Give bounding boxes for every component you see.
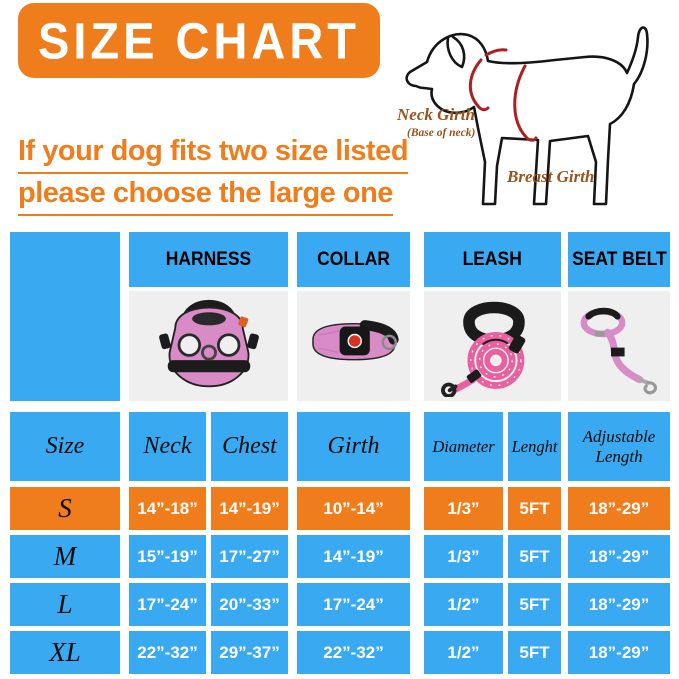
page-title: SIZE CHART: [38, 11, 360, 70]
corner-cell: [10, 232, 120, 401]
neck-cell: 15”-19”: [129, 535, 206, 578]
harness-photo: [129, 291, 288, 401]
dog-measurement-diagram: Neck Girth (Base of neck) Breast Girth: [383, 10, 675, 224]
size-cell: XL: [10, 631, 120, 674]
neck-cell: 17”-24”: [129, 583, 206, 626]
size-note: If your dog fits two size listed please …: [18, 132, 409, 216]
size-table: HARNESS COLLAR LEASH SEAT BELT: [0, 232, 679, 674]
column-header-harness: HARNESS: [129, 232, 288, 287]
breast-girth-label: Breast Girth: [506, 167, 594, 186]
adjustable-cell: 18”-29”: [568, 535, 670, 578]
title-banner: SIZE CHART: [18, 3, 380, 78]
lenght-cell: 5FT: [508, 535, 561, 578]
seatbelt-label: SEAT BELT: [571, 248, 667, 270]
collar-photo: [297, 291, 410, 401]
size-cell: S: [10, 487, 120, 530]
harness-label: HARNESS: [165, 248, 252, 270]
girth-cell: 17”-24”: [297, 583, 410, 626]
chest-cell: 17”-27”: [211, 535, 288, 578]
leash-label: LEASH: [462, 248, 523, 270]
lenght-cell: 5FT: [508, 487, 561, 530]
note-line-1: If your dog fits two size listed: [18, 132, 409, 174]
adjustable-line-1: Adjustable: [582, 426, 656, 446]
neck-girth-sublabel: (Base of neck): [407, 127, 476, 139]
size-cell: M: [10, 535, 120, 578]
neck-girth-line: [469, 58, 490, 112]
neck-girth-line-top: [484, 48, 508, 57]
adjustable-cell: 18”-29”: [568, 631, 670, 674]
diameter-cell: 1/2”: [424, 583, 503, 626]
size-row-m: M 15”-19” 17”-27” 14”-19” 1/3” 5FT 18”-2…: [10, 535, 679, 578]
breast-girth-line: [513, 64, 538, 142]
dog-ear-outline: [446, 35, 466, 69]
neck-girth-label: Neck Girth: [396, 105, 475, 124]
size-cell: L: [10, 583, 120, 626]
subheader-chest: Chest: [211, 412, 288, 481]
product-columns: HARNESS COLLAR LEASH SEAT BELT: [129, 232, 670, 401]
subheader-size: Size: [10, 412, 120, 481]
girth-cell: 22”-32”: [297, 631, 410, 674]
product-header-row: HARNESS COLLAR LEASH SEAT BELT: [129, 232, 670, 287]
hero-section: SIZE CHART If your dog fits two size lis…: [0, 0, 679, 232]
size-row-xl: XL 22”-32” 29”-37” 22”-32” 1/2” 5FT 18”-…: [10, 631, 679, 674]
leash-photo: [424, 291, 561, 401]
girth-cell: 14”-19”: [297, 535, 410, 578]
chest-cell: 14”-19”: [211, 487, 288, 530]
adjustable-line-2: Length: [595, 446, 643, 466]
collar-icon: [311, 320, 399, 361]
column-header-collar: COLLAR: [297, 232, 410, 287]
lenght-cell: 5FT: [508, 631, 561, 674]
diameter-cell: 1/2”: [424, 631, 503, 674]
chest-cell: 29”-37”: [211, 631, 288, 674]
adjustable-cell: 18”-29”: [568, 487, 670, 530]
column-header-seatbelt: SEAT BELT: [568, 232, 670, 287]
neck-cell: 22”-32”: [129, 631, 206, 674]
column-header-leash: LEASH: [424, 232, 561, 287]
collar-label: COLLAR: [317, 248, 390, 270]
subheader-diameter: Diameter: [424, 412, 503, 481]
measure-header-row: Size Neck Chest Girth Diameter Lenght Ad…: [10, 412, 679, 481]
note-line-2: please choose the large one: [18, 174, 393, 216]
lenght-cell: 5FT: [508, 583, 561, 626]
subheader-girth: Girth: [297, 412, 410, 481]
leash-icon: [440, 301, 525, 397]
product-image-row: [129, 291, 670, 401]
size-row-s: S 14”-18” 14”-19” 10”-14” 1/3” 5FT 18”-2…: [10, 487, 679, 530]
seatbelt-photo: [568, 291, 670, 401]
dog-body-outline: [405, 26, 649, 206]
diameter-cell: 1/3”: [424, 487, 503, 530]
subheader-lenght: Lenght: [508, 412, 561, 481]
seatbelt-icon: [580, 307, 658, 395]
harness-icon: [158, 299, 259, 388]
adjustable-cell: 18”-29”: [568, 583, 670, 626]
dog-outline-icon: Neck Girth (Base of neck) Breast Girth: [396, 26, 649, 206]
girth-cell: 10”-14”: [297, 487, 410, 530]
neck-cell: 14”-18”: [129, 487, 206, 530]
table-top-section: HARNESS COLLAR LEASH SEAT BELT: [10, 232, 679, 401]
subheader-neck: Neck: [129, 412, 206, 481]
diameter-cell: 1/3”: [424, 535, 503, 578]
size-row-l: L 17”-24” 20”-33” 17”-24” 1/2” 5FT 18”-2…: [10, 583, 679, 626]
subheader-adjustable-length: Adjustable Length: [568, 412, 670, 481]
chest-cell: 20”-33”: [211, 583, 288, 626]
